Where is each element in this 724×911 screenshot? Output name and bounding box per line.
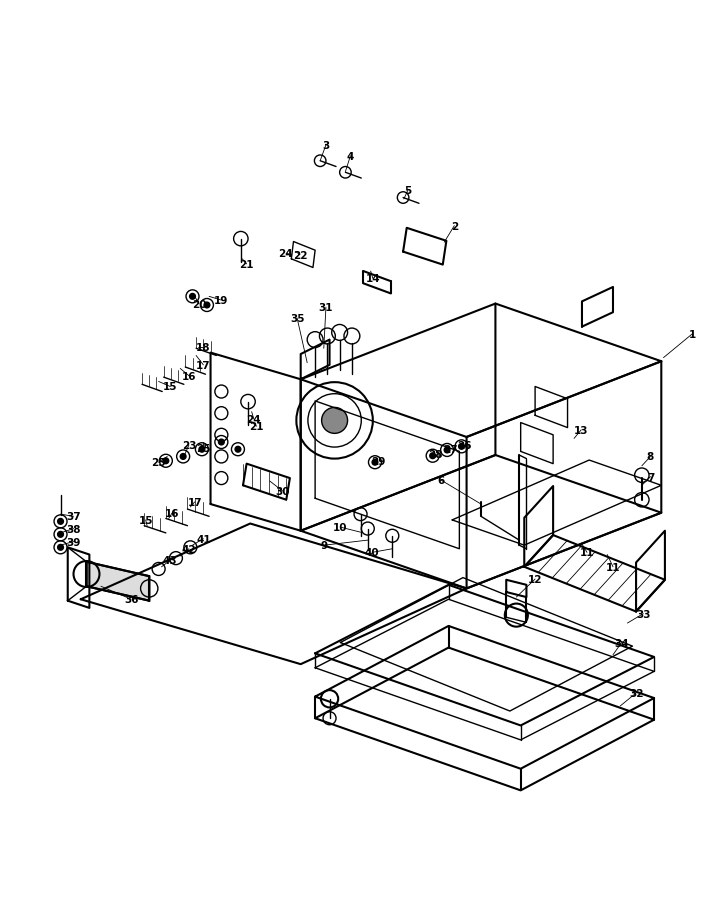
Text: 15: 15: [163, 382, 177, 392]
Text: 28: 28: [429, 450, 443, 460]
Circle shape: [180, 454, 186, 460]
Text: 6: 6: [438, 476, 445, 486]
Text: 18: 18: [196, 343, 211, 353]
Circle shape: [430, 454, 436, 459]
Text: 8: 8: [647, 452, 654, 462]
Text: 37: 37: [66, 512, 81, 522]
Text: 11: 11: [580, 548, 594, 558]
Text: 16: 16: [165, 508, 180, 518]
Text: 16: 16: [182, 372, 196, 381]
Text: 21: 21: [250, 422, 264, 432]
Text: 11: 11: [606, 562, 620, 572]
Text: 1: 1: [689, 330, 696, 340]
Text: 36: 36: [124, 595, 138, 605]
Text: 32: 32: [629, 688, 644, 698]
Text: 35: 35: [290, 313, 304, 323]
Circle shape: [458, 444, 464, 450]
Text: 7: 7: [647, 472, 654, 482]
Text: 25: 25: [151, 457, 166, 467]
Circle shape: [321, 408, 348, 434]
Text: 4: 4: [347, 151, 354, 161]
Text: 39: 39: [67, 537, 80, 547]
Text: 34: 34: [615, 638, 629, 648]
Circle shape: [163, 458, 169, 464]
Text: 22: 22: [292, 251, 307, 261]
Circle shape: [445, 447, 450, 454]
Text: 26: 26: [457, 440, 471, 450]
Circle shape: [58, 519, 64, 525]
Text: 20: 20: [192, 299, 206, 309]
Text: 10: 10: [333, 523, 348, 533]
Text: 24: 24: [246, 415, 261, 425]
Text: 21: 21: [240, 260, 254, 270]
Text: 25: 25: [196, 444, 211, 454]
Circle shape: [58, 545, 64, 550]
Circle shape: [190, 294, 195, 300]
Text: 9: 9: [321, 540, 328, 550]
Circle shape: [372, 460, 378, 466]
Text: 41: 41: [196, 534, 211, 544]
Text: 33: 33: [636, 609, 651, 619]
Text: 40: 40: [365, 548, 379, 558]
Text: 38: 38: [67, 524, 81, 534]
Text: 31: 31: [319, 302, 333, 312]
Text: 42: 42: [182, 544, 196, 554]
Text: 29: 29: [371, 456, 385, 466]
Circle shape: [199, 447, 205, 453]
Circle shape: [219, 440, 224, 445]
Text: 14: 14: [366, 274, 380, 284]
Text: 17: 17: [188, 497, 202, 507]
Text: 19: 19: [214, 295, 228, 305]
Text: 43: 43: [163, 556, 177, 566]
Circle shape: [235, 447, 241, 453]
Polygon shape: [86, 562, 149, 601]
Text: 24: 24: [278, 249, 293, 259]
Text: 30: 30: [275, 486, 290, 496]
Text: 15: 15: [138, 516, 153, 526]
Text: 5: 5: [405, 185, 412, 195]
Text: 27: 27: [442, 444, 458, 454]
Circle shape: [58, 532, 64, 537]
Text: 2: 2: [451, 221, 458, 231]
Text: 23: 23: [182, 440, 196, 450]
Text: 17: 17: [196, 361, 211, 371]
Text: 13: 13: [574, 425, 589, 435]
Text: 12: 12: [528, 575, 542, 585]
Circle shape: [204, 302, 210, 309]
Text: 3: 3: [322, 140, 329, 150]
